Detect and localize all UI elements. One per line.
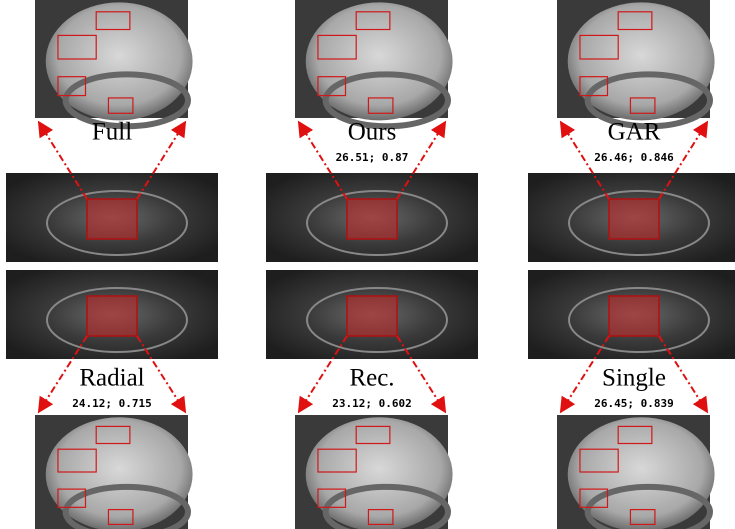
- method-label: Ours: [348, 119, 397, 146]
- roi-highlight: [87, 199, 137, 239]
- method-label: GAR: [608, 119, 661, 146]
- roi-highlight: [609, 296, 659, 336]
- metrics-label: 23.12; 0.602: [332, 397, 411, 410]
- method-label: Full: [92, 119, 132, 146]
- method-label: Single: [602, 365, 666, 392]
- metrics-label: 26.45; 0.839: [594, 397, 673, 410]
- roi-highlight: [609, 199, 659, 239]
- metrics-label: 26.51; 0.87: [336, 151, 409, 164]
- metrics-label: 24.12; 0.715: [72, 397, 151, 410]
- roi-highlight: [87, 296, 137, 336]
- method-label: Radial: [79, 365, 144, 392]
- figure: Full Radial 24.12; 0.715 Ours 26.51; 0.87 Rec…: [0, 0, 735, 529]
- method-label: Rec.: [349, 365, 394, 392]
- roi-highlight: [347, 296, 397, 336]
- roi-highlight: [347, 199, 397, 239]
- metrics-label: 26.46; 0.846: [594, 151, 674, 164]
